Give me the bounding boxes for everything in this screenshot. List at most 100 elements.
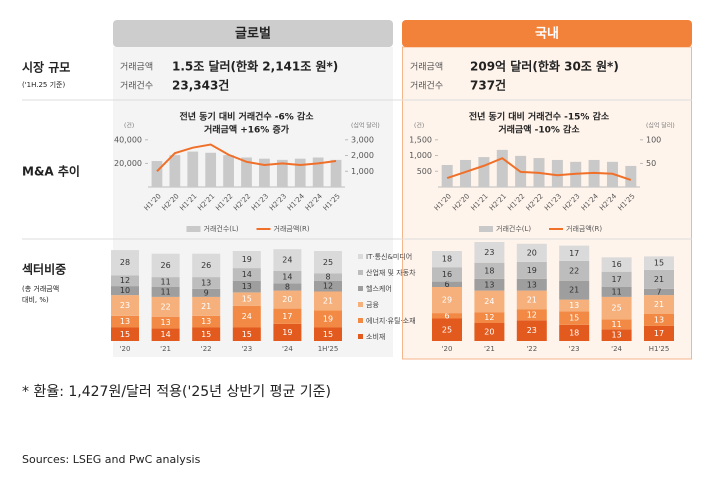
- segment-label: 19: [323, 314, 333, 323]
- segment: [232, 268, 261, 281]
- bar: [460, 159, 472, 187]
- segment: [192, 288, 221, 297]
- segment: [314, 291, 342, 311]
- legend-swatch: [479, 226, 493, 232]
- segment: [232, 280, 261, 293]
- segment: [111, 327, 139, 341]
- segment: [432, 313, 462, 319]
- segment-label: 25: [442, 325, 452, 334]
- segment-label: 6: [444, 280, 449, 289]
- segment: [273, 308, 302, 324]
- segment: [644, 269, 674, 289]
- axis-unit: (건): [414, 122, 424, 130]
- segment: [601, 271, 632, 287]
- bar: [276, 159, 288, 187]
- segment-label: 13: [201, 317, 211, 326]
- bar: [187, 151, 199, 187]
- y-tick-label: 1,000: [409, 151, 432, 160]
- segment: [151, 287, 180, 297]
- segment-label: 20: [282, 295, 292, 304]
- bar: [223, 155, 234, 187]
- segment-label: 15: [120, 330, 130, 339]
- legend-label: 거래건수(L): [204, 224, 239, 233]
- legend-label: 헬스케어: [366, 284, 392, 293]
- y-tick-label: 20,000: [114, 159, 142, 168]
- segment-label: 24: [242, 312, 252, 321]
- segment-label: 15: [242, 295, 252, 304]
- segment-label: 11: [612, 287, 622, 296]
- metric-value: 209억 달러(한화 30조 원*): [470, 59, 619, 74]
- bar: [294, 158, 306, 187]
- segment-label: 7: [656, 287, 661, 296]
- segment-label: 22: [569, 266, 579, 275]
- segment: [559, 311, 590, 325]
- segment: [516, 290, 547, 310]
- bar: [330, 159, 342, 187]
- x-tick-label: '21: [484, 345, 495, 353]
- segment: [474, 242, 505, 263]
- segment: [192, 277, 221, 289]
- segment: [273, 270, 302, 284]
- row-note: (총 거래금액: [22, 284, 59, 293]
- segment-label: 12: [527, 310, 537, 319]
- segment: [151, 316, 180, 329]
- bar: [551, 159, 563, 187]
- segment-label: 21: [654, 275, 664, 284]
- segment: [559, 280, 590, 300]
- line: [156, 143, 337, 172]
- segment: [273, 283, 302, 291]
- segment: [232, 305, 261, 328]
- x-tick-label: '20: [442, 345, 453, 353]
- metric-label: 거래건수: [410, 81, 443, 92]
- segment: [314, 327, 342, 341]
- segment-label: 25: [612, 304, 622, 313]
- segment-label: 20: [484, 328, 494, 337]
- segment-label: 13: [161, 318, 171, 327]
- segment-label: 14: [161, 330, 171, 339]
- segment: [432, 287, 462, 314]
- segment-label: 24: [282, 256, 292, 265]
- segment-label: 19: [527, 266, 537, 275]
- source: Sources: LSEG and PwC analysis: [22, 453, 201, 466]
- x-tick-label: 1H'25: [318, 345, 339, 353]
- segment: [151, 296, 180, 317]
- legend-swatch: [358, 286, 363, 291]
- segment: [559, 260, 590, 281]
- segment-label: 19: [242, 255, 252, 264]
- segment-label: 23: [484, 248, 494, 257]
- segment: [601, 287, 632, 297]
- segment: [314, 273, 342, 281]
- segment: [151, 253, 180, 278]
- segment-label: 12: [484, 313, 494, 322]
- row-note: ('1H.25 기준): [22, 80, 65, 89]
- segment: [314, 280, 342, 292]
- y-tick-label: 40,000: [114, 135, 142, 144]
- axis-unit: (십억 달러): [646, 122, 675, 130]
- segment-label: 21: [569, 286, 579, 295]
- segment: [474, 312, 505, 323]
- metric-value: 23,343건: [172, 78, 229, 93]
- segment-label: 13: [654, 315, 664, 324]
- segment: [601, 296, 632, 320]
- segment-label: 15: [569, 314, 579, 323]
- segment: [111, 250, 139, 276]
- segment: [232, 251, 261, 269]
- segment: [192, 315, 221, 328]
- legend-label: 거래금액(R): [274, 224, 310, 233]
- segment-label: 16: [612, 260, 622, 269]
- y-tick-label: 1,500: [409, 135, 432, 144]
- segment-label: 8: [325, 273, 330, 282]
- segment: [232, 327, 261, 341]
- segment: [432, 318, 462, 341]
- y2-tick-label: 2,000: [351, 151, 374, 160]
- segment-label: 23: [527, 326, 537, 335]
- chart-title: 전년 동기 대비 거래건수 -6% 감소: [179, 111, 314, 123]
- segment-label: 26: [161, 261, 171, 270]
- segment: [273, 249, 302, 271]
- metric-label: 거래금액: [410, 61, 443, 73]
- segment-label: 20: [527, 248, 537, 257]
- segment: [474, 278, 505, 291]
- y2-tick-label: 1,000: [351, 167, 374, 176]
- segment: [151, 328, 180, 341]
